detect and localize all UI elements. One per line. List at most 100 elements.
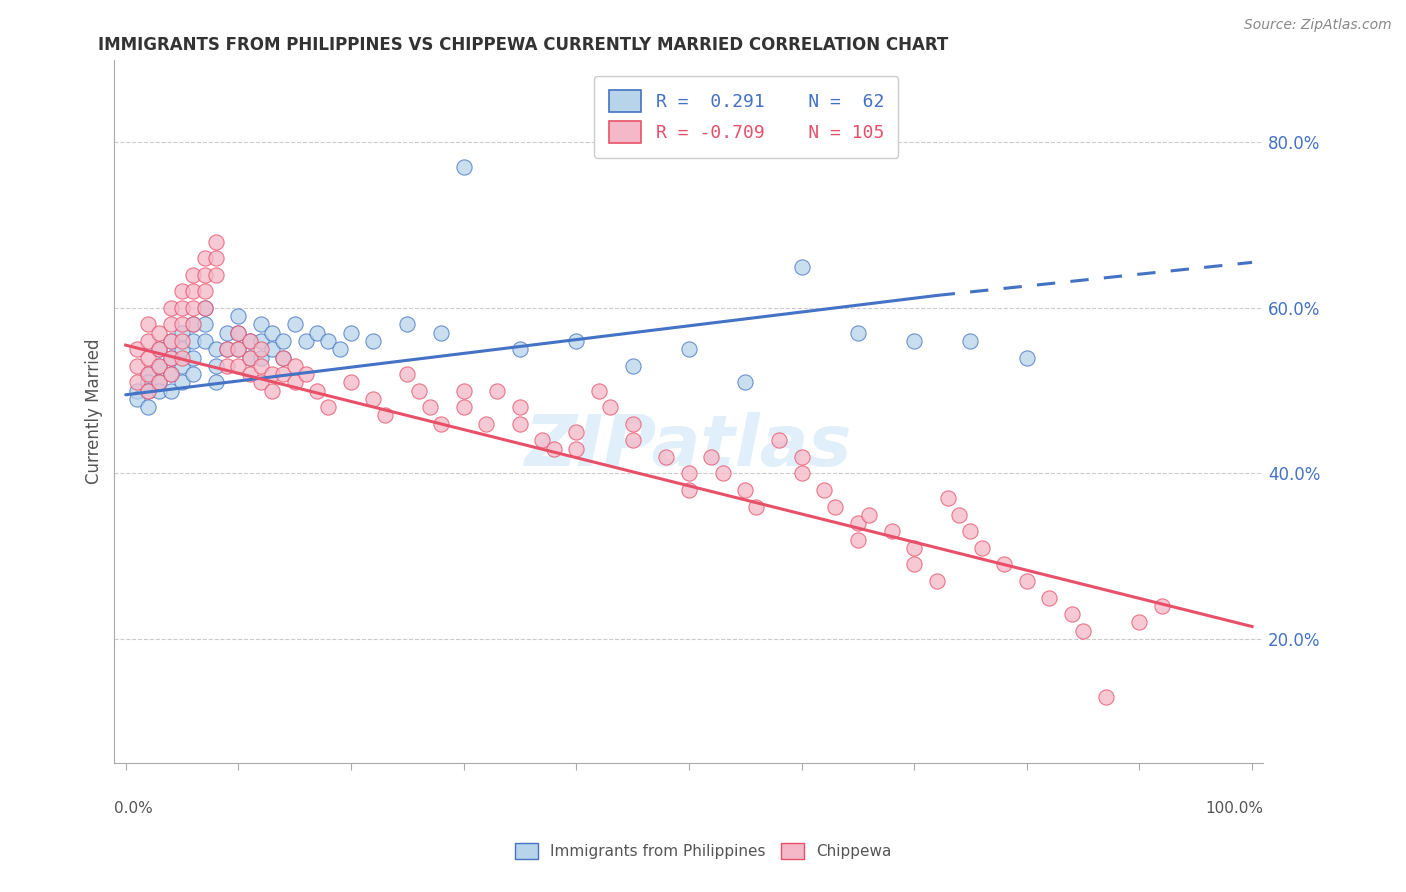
Point — [239, 351, 262, 365]
Point — [170, 285, 193, 299]
Point — [204, 376, 226, 390]
Point — [181, 318, 204, 332]
Point — [204, 235, 226, 249]
Point — [655, 450, 678, 464]
Point — [790, 260, 813, 274]
Point — [125, 343, 148, 357]
Point — [262, 326, 284, 340]
Point — [148, 343, 170, 357]
Point — [204, 359, 226, 373]
Point — [678, 343, 700, 357]
Text: ZIPatlas: ZIPatlas — [526, 412, 852, 481]
Point — [329, 343, 352, 357]
Point — [148, 359, 170, 373]
Point — [226, 326, 249, 340]
Point — [430, 326, 453, 340]
Point — [215, 326, 238, 340]
Point — [159, 334, 181, 348]
Point — [284, 318, 307, 332]
Point — [148, 376, 170, 390]
Point — [204, 251, 226, 265]
Point — [215, 359, 238, 373]
Point — [284, 359, 307, 373]
Point — [250, 343, 273, 357]
Point — [226, 343, 249, 357]
Point — [136, 367, 159, 381]
Point — [136, 334, 159, 348]
Point — [543, 442, 565, 456]
Point — [136, 367, 159, 381]
Point — [193, 334, 215, 348]
Point — [813, 483, 835, 497]
Point — [170, 376, 193, 390]
Point — [136, 318, 159, 332]
Point — [181, 285, 204, 299]
Point — [959, 334, 981, 348]
Point — [925, 574, 948, 588]
Point — [250, 318, 273, 332]
Point — [250, 359, 273, 373]
Point — [1128, 615, 1150, 630]
Point — [531, 434, 554, 448]
Point — [509, 343, 531, 357]
Point — [678, 467, 700, 481]
Point — [148, 343, 170, 357]
Point — [396, 318, 419, 332]
Point — [148, 326, 170, 340]
Point — [509, 417, 531, 431]
Point — [170, 351, 193, 365]
Point — [125, 392, 148, 406]
Point — [136, 384, 159, 398]
Point — [148, 359, 170, 373]
Point — [1150, 599, 1173, 613]
Point — [273, 334, 295, 348]
Point — [148, 376, 170, 390]
Point — [903, 558, 925, 572]
Point — [250, 351, 273, 365]
Point — [136, 376, 159, 390]
Point — [846, 516, 869, 530]
Legend: Immigrants from Philippines, Chippewa: Immigrants from Philippines, Chippewa — [508, 835, 898, 866]
Point — [1071, 624, 1094, 638]
Point — [159, 334, 181, 348]
Point — [340, 326, 363, 340]
Point — [509, 401, 531, 415]
Point — [959, 524, 981, 539]
Point — [363, 334, 385, 348]
Point — [1094, 690, 1116, 704]
Point — [239, 367, 262, 381]
Point — [193, 285, 215, 299]
Text: Source: ZipAtlas.com: Source: ZipAtlas.com — [1244, 18, 1392, 32]
Point — [486, 384, 509, 398]
Point — [1015, 351, 1038, 365]
Point — [170, 343, 193, 357]
Point — [948, 508, 970, 522]
Point — [734, 483, 756, 497]
Point — [1038, 591, 1060, 605]
Text: IMMIGRANTS FROM PHILIPPINES VS CHIPPEWA CURRENTLY MARRIED CORRELATION CHART: IMMIGRANTS FROM PHILIPPINES VS CHIPPEWA … — [98, 36, 949, 54]
Point — [193, 251, 215, 265]
Point — [396, 367, 419, 381]
Point — [170, 334, 193, 348]
Point — [250, 376, 273, 390]
Point — [318, 334, 340, 348]
Point — [768, 434, 790, 448]
Point — [136, 351, 159, 365]
Point — [136, 384, 159, 398]
Point — [565, 334, 588, 348]
Point — [125, 384, 148, 398]
Point — [239, 334, 262, 348]
Y-axis label: Currently Married: Currently Married — [86, 339, 103, 484]
Point — [262, 384, 284, 398]
Point — [170, 301, 193, 315]
Point — [181, 318, 204, 332]
Point — [858, 508, 880, 522]
Point — [970, 541, 993, 555]
Point — [159, 318, 181, 332]
Point — [181, 301, 204, 315]
Point — [734, 376, 756, 390]
Point — [239, 334, 262, 348]
Point — [273, 351, 295, 365]
Point — [226, 326, 249, 340]
Point — [136, 401, 159, 415]
